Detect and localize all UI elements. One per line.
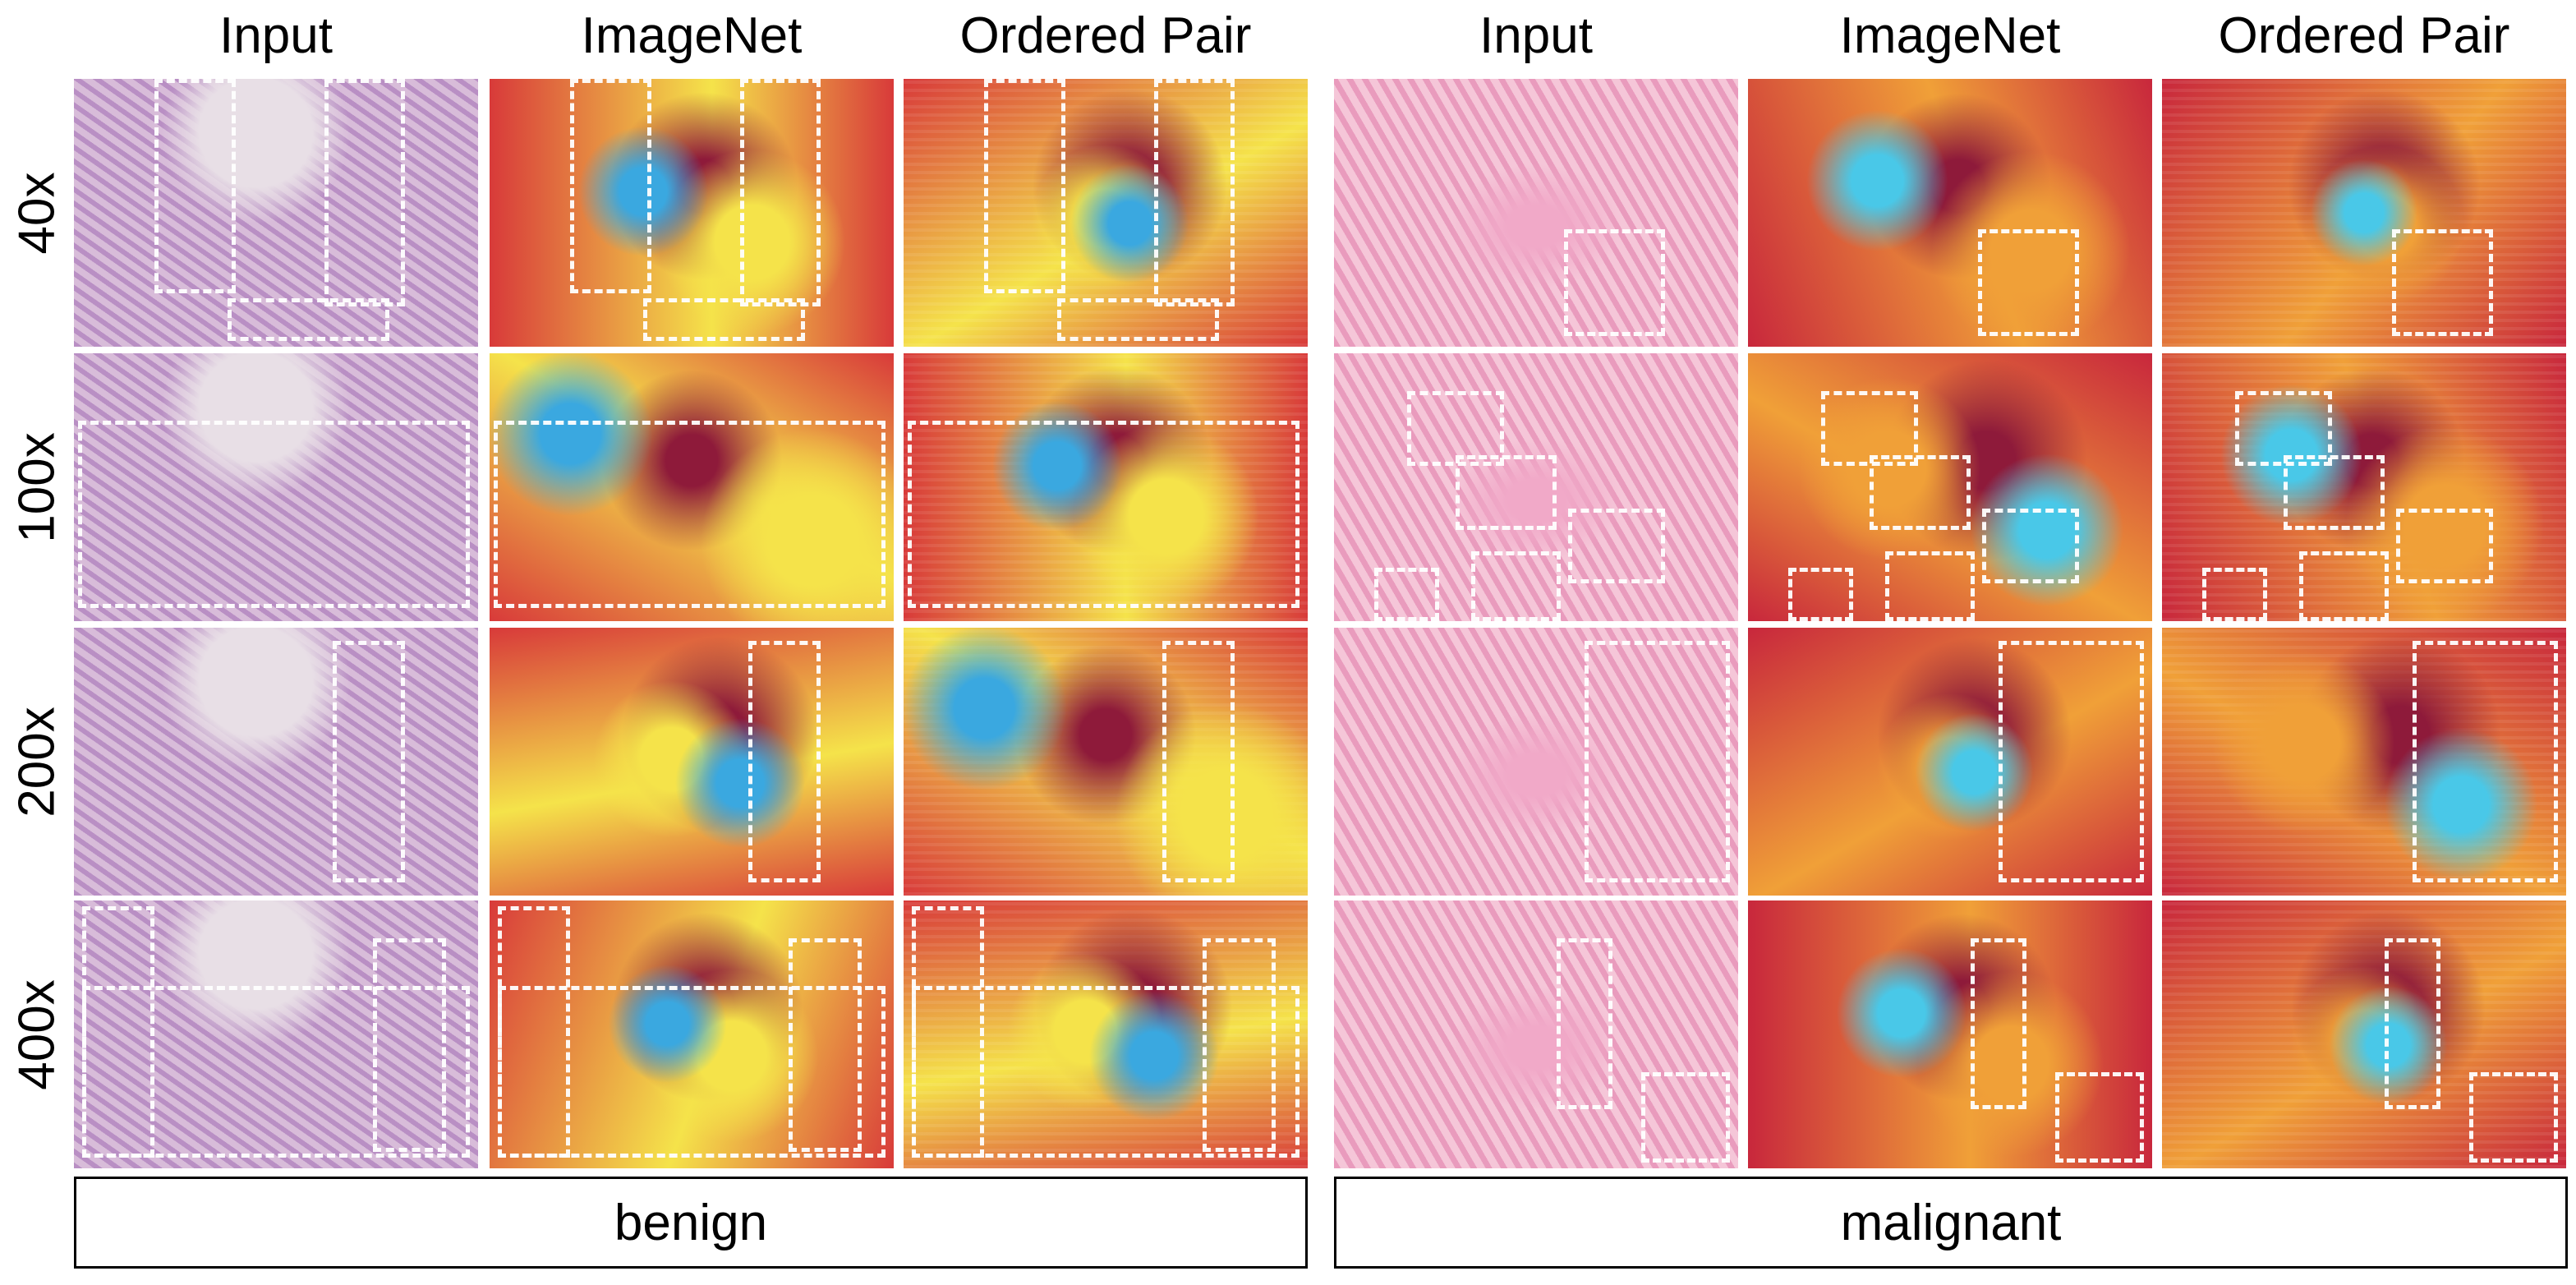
region-box [1162,641,1235,882]
region-box [984,79,1065,293]
region-box [911,986,1300,1158]
heatmap-image [1748,79,2152,347]
region-box [1982,509,2080,584]
region-box [1978,228,2080,336]
region-box [2283,454,2385,531]
heatmap-image [2162,628,2566,896]
region-box [2384,937,2441,1110]
heatmap-image [1748,900,2152,1168]
region-box [907,420,1300,608]
region-box [1585,641,1731,882]
column-header: ImageNet [1839,7,2061,64]
region-box [373,937,446,1153]
column-header: Input [1479,7,1593,64]
region-box [154,79,236,293]
heatmap-image [490,79,894,347]
group-label: benign [74,1177,1308,1269]
region-box [332,641,406,882]
region-box [2396,509,2494,584]
heatmap-image [904,353,1308,621]
region-box [2202,567,2267,621]
region-box [1203,937,1276,1153]
input-image [74,79,478,347]
heatmap-image [904,900,1308,1168]
input-image [1334,900,1738,1168]
region-box [2299,551,2389,621]
region-box [1568,509,1666,584]
heatmap-image [490,900,894,1168]
region-box [1999,641,2145,882]
region-box [1970,937,2027,1110]
region-box [1056,298,1219,342]
region-box [570,79,651,293]
region-box [748,641,821,882]
region-box [789,937,862,1153]
input-image [1334,79,1738,347]
region-box [81,986,471,1158]
heatmap-image [490,353,894,621]
heatmap-image [1748,628,2152,896]
row-label-text: 100x [8,431,66,543]
column-header: Ordered Pair [959,7,1252,64]
region-box [642,298,805,342]
heatmap-image [904,628,1308,896]
region-box [497,986,886,1158]
row-label: 100x [0,353,74,621]
heatmap-image [2162,79,2566,347]
region-box [740,79,821,307]
heatmap-image [490,628,894,896]
region-box [1564,228,1666,336]
column-header: Ordered Pair [2218,7,2510,64]
region-box [1556,937,1613,1110]
region-box [493,420,886,608]
region-box [1788,567,1853,621]
row-label: 40x [0,79,74,347]
region-box [1820,390,1918,466]
heatmap-image [2162,353,2566,621]
region-box [1885,551,1975,621]
row-label: 400x [0,900,74,1168]
input-image [74,353,478,621]
region-box [2468,1071,2559,1163]
column-header: Input [219,7,333,64]
input-image [1334,353,1738,621]
region-box [2054,1071,2145,1163]
region-box [1154,79,1235,307]
heatmap-image [1748,353,2152,621]
input-image [74,900,478,1168]
region-box [324,79,406,307]
region-box [1869,454,1971,531]
region-box [227,298,389,342]
row-label-text: 400x [8,979,66,1090]
heatmap-image [2162,900,2566,1168]
region-box [1406,390,1504,466]
region-box [77,420,471,608]
region-box [1471,551,1561,621]
region-box [1455,454,1557,531]
region-box [1374,567,1439,621]
region-box [2392,228,2494,336]
region-box [2234,390,2332,466]
row-label-text: 40x [8,172,66,254]
row-label-text: 200x [8,706,66,818]
region-box [2413,641,2559,882]
region-box [1640,1071,1731,1163]
group-label: malignant [1334,1177,2568,1269]
column-header: ImageNet [581,7,803,64]
input-image [1334,628,1738,896]
row-label: 200x [0,628,74,896]
heatmap-image [904,79,1308,347]
input-image [74,628,478,896]
